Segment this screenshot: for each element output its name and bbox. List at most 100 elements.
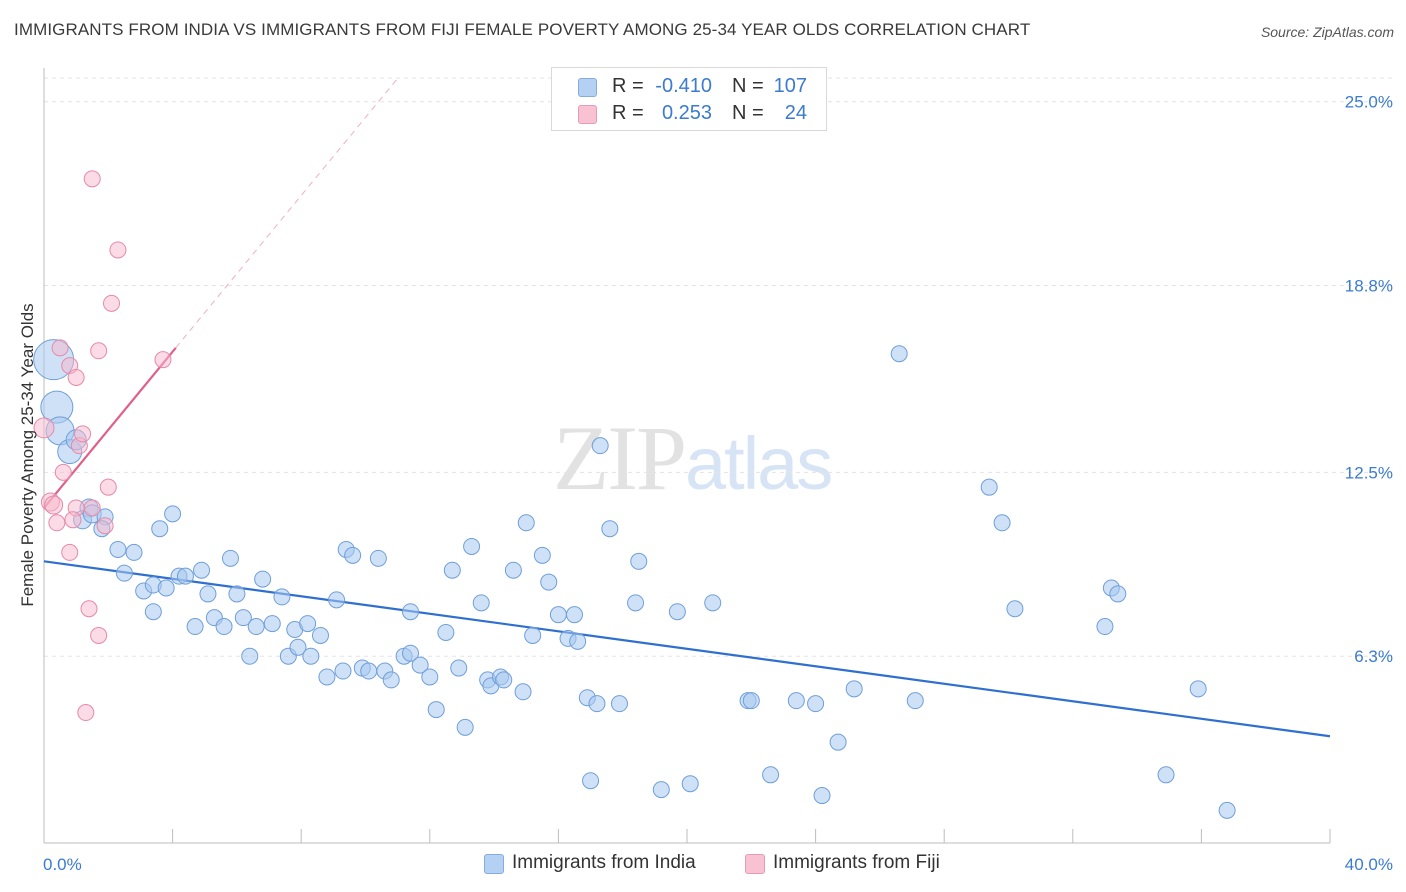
india-point	[549, 606, 567, 624]
legend-row-fiji: R = 0.253 N = 24	[552, 100, 826, 128]
n-label: N =	[732, 102, 764, 124]
india-point	[610, 695, 628, 713]
india-point	[115, 564, 133, 582]
india-point	[504, 561, 522, 579]
india-point	[906, 692, 924, 710]
india-point	[360, 662, 378, 680]
n-value: 107	[773, 75, 807, 97]
india-legend-swatch	[484, 854, 504, 874]
fiji-legend-swatch	[745, 854, 765, 874]
india-point	[344, 546, 362, 564]
india-point	[582, 772, 600, 790]
india-point	[247, 618, 265, 636]
india-point	[241, 647, 259, 665]
india-point	[311, 626, 329, 644]
india-trend-line	[43, 560, 1331, 738]
india-point	[668, 603, 686, 621]
india-point	[176, 567, 194, 585]
india-point	[472, 594, 490, 612]
india-point	[151, 520, 169, 538]
grid-lines	[44, 77, 1394, 657]
india-point	[829, 733, 847, 751]
india-point	[221, 549, 239, 567]
fiji-point	[67, 368, 85, 386]
india-point	[652, 781, 670, 799]
india-point	[569, 632, 587, 650]
india-swatch	[578, 78, 597, 97]
india-point	[299, 615, 317, 633]
r-value: -0.410	[655, 75, 712, 97]
india-point	[588, 695, 606, 713]
fiji-point	[33, 417, 55, 439]
india-point	[234, 609, 252, 627]
india-point	[890, 345, 908, 363]
india-point	[1157, 766, 1175, 784]
fiji-trend-extension	[175, 77, 399, 349]
india-point	[228, 585, 246, 603]
india-point	[382, 671, 400, 689]
correlation-legend: R = -0.410 N = 107 R = 0.253 N = 24	[551, 67, 827, 131]
india-point	[302, 647, 320, 665]
fiji-point	[51, 339, 69, 357]
india-point	[186, 618, 204, 636]
india-point	[450, 659, 468, 677]
india-point	[993, 514, 1011, 532]
india-point	[157, 579, 175, 597]
india-point	[1109, 585, 1127, 603]
y-tick-label: 25.0%	[1345, 93, 1393, 112]
india-point	[533, 546, 551, 564]
india-point	[144, 603, 162, 621]
india-point	[845, 680, 863, 698]
r-label: R =	[612, 102, 644, 124]
india-point	[495, 671, 513, 689]
india-legend-label: Immigrants from India	[512, 852, 696, 873]
india-point	[565, 606, 583, 624]
india-point	[601, 520, 619, 538]
india-point	[1218, 801, 1236, 819]
india-point	[1006, 600, 1024, 618]
india-point	[369, 549, 387, 567]
india-point	[263, 615, 281, 633]
india-point	[524, 626, 542, 644]
india-point	[813, 787, 831, 805]
india-point	[787, 692, 805, 710]
fiji-swatch	[578, 105, 597, 124]
x-tick-label-min: 0.0%	[43, 855, 82, 874]
india-point	[630, 552, 648, 570]
india-point	[591, 437, 609, 455]
y-tick-label: 12.5%	[1345, 463, 1393, 482]
india-point	[328, 591, 346, 609]
fiji-point	[80, 600, 98, 618]
chart-title: IMMIGRANTS FROM INDIA VS IMMIGRANTS FROM…	[14, 20, 1031, 39]
india-point	[540, 573, 558, 591]
india-point	[1096, 618, 1114, 636]
india-point	[762, 766, 780, 784]
axes	[43, 68, 1331, 844]
n-value: 24	[784, 102, 807, 124]
india-point	[427, 701, 445, 719]
india-point	[437, 623, 455, 641]
fiji-point	[54, 463, 72, 481]
watermark: ZIPatlas	[553, 405, 833, 511]
india-point	[254, 570, 272, 588]
fiji-point	[61, 543, 79, 561]
india-point	[273, 588, 291, 606]
r-value: 0.253	[661, 102, 712, 124]
fiji-point	[154, 351, 172, 369]
r-label: R =	[612, 75, 644, 97]
india-point	[109, 540, 127, 558]
india-point	[421, 668, 439, 686]
n-label: N =	[732, 75, 764, 97]
watermark-zip: ZIP	[553, 407, 687, 509]
india-point	[402, 603, 420, 621]
watermark-atlas: atlas	[685, 422, 833, 505]
fiji-point	[109, 241, 127, 259]
fiji-point	[44, 495, 64, 515]
india-point	[125, 543, 143, 561]
india-point	[627, 594, 645, 612]
y-axis-label: Female Poverty Among 25-34 Year Olds	[18, 303, 37, 606]
india-point	[318, 668, 336, 686]
india-point	[742, 692, 760, 710]
series-legend: Immigrants from India Immigrants from Fi…	[0, 852, 1406, 878]
